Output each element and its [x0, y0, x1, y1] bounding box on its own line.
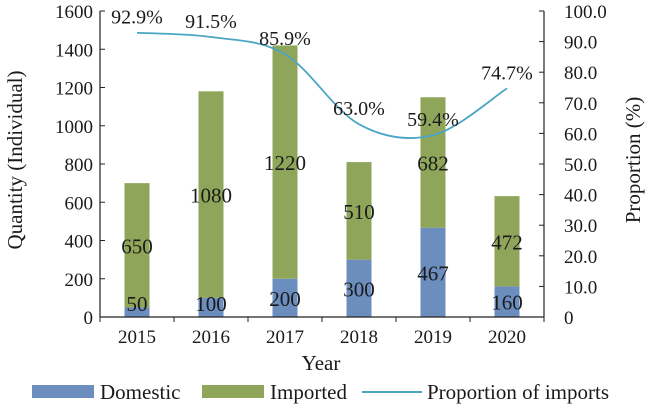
- bar-imported-2019: [420, 97, 446, 228]
- legend-label-proportion: Proportion of imports: [427, 380, 609, 404]
- domestic-value-label-2017: 200: [269, 287, 301, 311]
- proportion-value-label-2020: 74.7%: [481, 62, 533, 84]
- y-tick-label: 1400: [55, 40, 93, 61]
- y2-axis-title: Proportion (%): [621, 97, 645, 224]
- bars-layer: [124, 45, 520, 317]
- bar-imported-2020: [494, 196, 520, 287]
- imported-value-label-2016: 1080: [190, 184, 232, 208]
- y-tick-label: 1200: [55, 79, 93, 100]
- y-tick-label: 1000: [55, 117, 93, 138]
- bar-domestic-2019: [420, 227, 446, 317]
- domestic-value-label-2020: 160: [491, 291, 523, 315]
- y2-tick-label: 90.0: [564, 33, 597, 54]
- x-tick-label-2019: 2019: [414, 327, 452, 348]
- bar-domestic-2020: [494, 286, 520, 317]
- y-tick-label: 800: [65, 155, 94, 176]
- y2-tick-label: 50.0: [564, 155, 597, 176]
- legend-swatch-imported: [202, 385, 264, 398]
- x-tick-label-2018: 2018: [340, 327, 378, 348]
- y2-tick-label: 70.0: [564, 94, 597, 115]
- y2-tick-label: 10.0: [564, 277, 597, 298]
- legend: Domestic Imported Proportion of imports: [32, 380, 609, 404]
- y-tick-label: 0: [84, 308, 94, 329]
- bar-domestic-2018: [346, 259, 372, 317]
- bar-imported-2017: [272, 45, 298, 279]
- imported-value-label-2020: 472: [491, 230, 523, 254]
- y2-tick-label: 20.0: [564, 247, 597, 268]
- domestic-value-label-2015: 50: [127, 292, 148, 316]
- y-tick-label: 600: [65, 193, 94, 214]
- legend-swatch-domestic: [32, 385, 94, 398]
- x-tick-label-2016: 2016: [192, 327, 230, 348]
- imported-value-label-2017: 1220: [264, 151, 306, 175]
- proportion-value-label-2015: 92.9%: [111, 7, 163, 29]
- proportion-value-label-2017: 85.9%: [259, 28, 311, 50]
- domestic-value-label-2016: 100: [195, 292, 227, 316]
- y-tick-label: 1600: [55, 2, 93, 23]
- proportion-value-label-2016: 91.5%: [185, 11, 237, 33]
- y-tick-label: 400: [65, 232, 94, 253]
- domestic-value-label-2018: 300: [343, 277, 375, 301]
- bar-imported-2016: [198, 91, 224, 298]
- y2-tick-label: 0: [564, 308, 574, 329]
- proportion-value-label-2018: 63.0%: [333, 98, 385, 120]
- bar-domestic-2017: [272, 278, 298, 317]
- proportion-line-layer: [136, 31, 508, 139]
- legend-label-imported: Imported: [270, 380, 347, 404]
- bar-imported-2018: [346, 162, 372, 260]
- bar-domestic-2016: [198, 297, 224, 317]
- y2-tick-label: 40.0: [564, 186, 597, 207]
- domestic-value-label-2019: 467: [417, 261, 449, 285]
- x-axis-title: Year: [302, 351, 341, 375]
- axes-layer: [99, 11, 545, 318]
- y2-tick-label: 100.0: [564, 2, 607, 23]
- ticks-layer: 0 200 400 600 800 1000 1200 1400 1600 0 10.0 20.0 30…: [55, 2, 607, 348]
- bar-domestic-2015: [124, 307, 150, 317]
- y-axis-title: Quantity (Individual): [3, 70, 27, 249]
- bar-imported-2015: [124, 183, 150, 308]
- y2-tick-label: 60.0: [564, 124, 597, 145]
- x-tick-label-2015: 2015: [118, 327, 156, 348]
- imported-value-label-2018: 510: [343, 200, 375, 224]
- y-tick-label: 200: [65, 270, 94, 291]
- data-labels-layer: 50 650 92.9% 100 1080 91.5% 200 1220 85.9% 300 510…: [111, 7, 533, 316]
- x-tick-label-2020: 2020: [488, 327, 526, 348]
- proportion-value-label-2019: 59.4%: [407, 109, 459, 131]
- y2-tick-label: 80.0: [564, 63, 597, 84]
- imported-value-label-2019: 682: [417, 151, 449, 175]
- x-tick-label-2017: 2017: [266, 327, 304, 348]
- y2-tick-label: 30.0: [564, 216, 597, 237]
- proportion-of-imports-line: [136, 31, 508, 139]
- legend-label-domestic: Domestic: [100, 380, 180, 404]
- imported-value-label-2015: 650: [121, 234, 153, 258]
